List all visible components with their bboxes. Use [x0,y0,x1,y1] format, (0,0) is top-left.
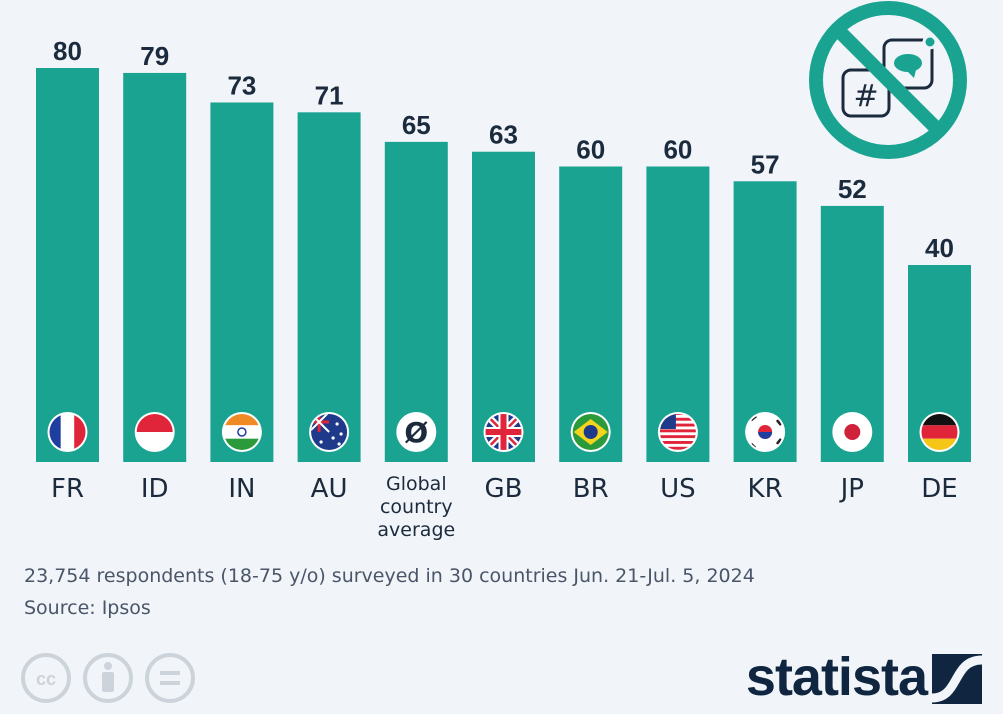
flag-icon-ID [134,412,175,452]
flag-icon-DE [919,412,960,452]
bar-FR [36,68,99,462]
flag-icon-AU [309,412,350,452]
flag-icon-KR [745,412,786,452]
value-label: 57 [751,149,780,179]
cc-icon [21,653,71,703]
survey-note: 23,754 respondents (18-75 y/o) surveyed … [24,565,755,587]
value-label: 71 [315,80,344,110]
value-label: 79 [140,41,169,71]
value-label: 40 [925,233,954,263]
value-label: 80 [53,36,82,66]
bar-Global country average [384,141,448,462]
value-label: 73 [227,70,256,100]
flag-icon-Global country average: Ø [396,412,437,452]
no-derivatives-icon [145,653,195,703]
flag-icon-IN [221,412,262,452]
bar-AU [297,112,361,462]
category-label: KR [748,474,783,504]
category-label: BR [573,474,609,504]
category-label: DE [921,474,957,504]
category-label: average [377,519,455,541]
category-label: GB [485,474,523,504]
flag-icon-JP [832,412,873,452]
bar-IN [210,102,274,462]
value-label: 60 [576,135,605,165]
category-label: ID [141,474,169,504]
value-label: 60 [663,135,692,165]
license-icons[interactable]: cc [20,650,220,710]
average-symbol: Ø [404,416,428,449]
attribution-icon [83,653,133,703]
bar-ID [123,72,187,463]
svg-text:cc: cc [36,669,56,689]
statista-logo-mark [932,654,982,704]
category-label: FR [51,474,84,504]
statista-logo[interactable]: statista [745,647,928,707]
value-label: 65 [402,110,431,140]
bar-GB [472,151,535,462]
category-label: US [660,474,696,504]
source-label: Source: Ipsos [24,597,151,619]
flag-icon-US [657,412,698,452]
value-label: 52 [838,174,867,204]
category-label: IN [228,474,255,504]
value-label: 63 [489,120,518,150]
flag-icon-BR [570,412,611,452]
category-label: JP [839,474,864,504]
flag-icon-FR [47,412,88,452]
category-label: country [380,496,453,518]
category-label: AU [311,474,348,504]
flag-icon-GB [483,412,524,452]
category-label: Global [386,473,447,495]
